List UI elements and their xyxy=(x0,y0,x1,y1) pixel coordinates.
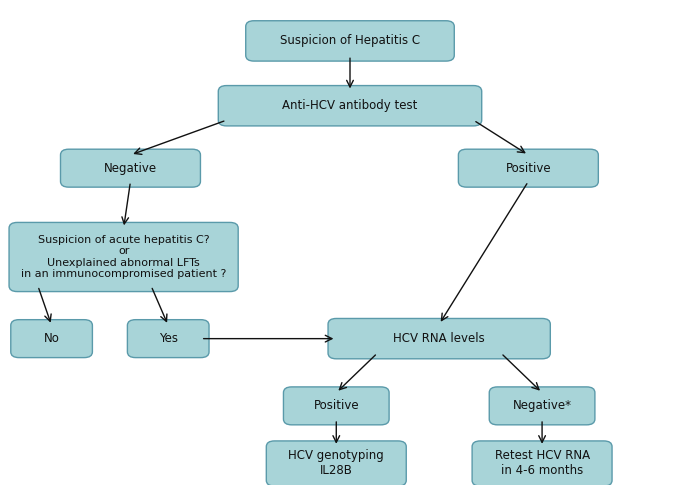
FancyBboxPatch shape xyxy=(218,86,482,126)
FancyBboxPatch shape xyxy=(266,441,406,486)
FancyBboxPatch shape xyxy=(9,222,238,292)
FancyBboxPatch shape xyxy=(489,387,595,425)
FancyBboxPatch shape xyxy=(60,149,200,187)
Text: Negative*: Negative* xyxy=(512,399,572,413)
FancyBboxPatch shape xyxy=(127,319,209,358)
FancyBboxPatch shape xyxy=(10,319,92,358)
Text: Suspicion of acute hepatitis C?
or
Unexplained abnormal LFTs
in an immunocomprom: Suspicion of acute hepatitis C? or Unexp… xyxy=(21,235,226,279)
Text: Negative: Negative xyxy=(104,162,157,174)
FancyBboxPatch shape xyxy=(246,21,454,61)
Text: Suspicion of Hepatitis C: Suspicion of Hepatitis C xyxy=(280,34,420,48)
FancyBboxPatch shape xyxy=(458,149,598,187)
FancyBboxPatch shape xyxy=(284,387,389,425)
Text: No: No xyxy=(43,332,60,345)
Text: Retest HCV RNA
in 4-6 months: Retest HCV RNA in 4-6 months xyxy=(494,449,589,477)
Text: Yes: Yes xyxy=(159,332,178,345)
FancyBboxPatch shape xyxy=(472,441,612,486)
FancyBboxPatch shape xyxy=(328,318,550,359)
Text: Positive: Positive xyxy=(505,162,551,174)
Text: Anti-HCV antibody test: Anti-HCV antibody test xyxy=(282,99,418,112)
Text: HCV RNA levels: HCV RNA levels xyxy=(393,332,485,345)
Text: Positive: Positive xyxy=(314,399,359,413)
Text: HCV genotyping
IL28B: HCV genotyping IL28B xyxy=(288,449,384,477)
